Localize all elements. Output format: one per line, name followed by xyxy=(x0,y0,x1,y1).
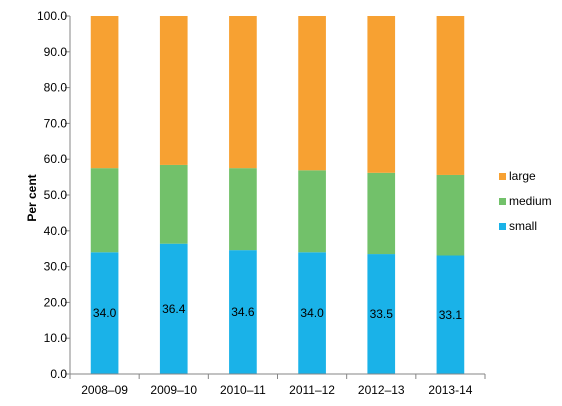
bar-medium xyxy=(436,174,465,256)
y-tick-label: 30.0 xyxy=(44,260,68,274)
y-tick-label: 0.0 xyxy=(50,367,67,381)
bar-large xyxy=(436,16,465,175)
data-label: 33.1 xyxy=(439,308,463,322)
bar-large xyxy=(159,16,188,165)
bar-large xyxy=(298,16,326,171)
data-label: 34.0 xyxy=(300,306,324,320)
data-label: 33.5 xyxy=(370,307,394,321)
bar-small xyxy=(298,252,326,374)
x-tick-label: 2013-14 xyxy=(428,383,472,397)
x-tick-label: 2012–13 xyxy=(358,383,405,397)
x-tick-label: 2011–12 xyxy=(289,383,335,397)
y-tick-label: 60.0 xyxy=(44,152,68,166)
x-tick-label: 2008–09 xyxy=(81,383,128,397)
y-tick-label: 50.0 xyxy=(44,188,68,202)
x-tick-label: 2009–10 xyxy=(150,383,197,397)
y-tick-label: 100.0 xyxy=(37,9,67,23)
y-tick-label: 20.0 xyxy=(44,295,68,309)
legend-swatch-large xyxy=(499,173,506,180)
y-tick-label: 10.0 xyxy=(44,331,68,345)
y-axis-title: Per cent xyxy=(25,174,39,221)
legend-swatch-medium xyxy=(499,198,506,205)
data-label: 34.0 xyxy=(93,306,117,320)
bar-large xyxy=(229,16,257,169)
bar-small xyxy=(229,250,257,374)
bar-medium xyxy=(367,172,396,255)
bar-medium xyxy=(159,164,188,244)
legend-swatch-small xyxy=(499,223,506,230)
bar-small xyxy=(159,243,188,374)
bar-small xyxy=(367,254,396,374)
bar-large xyxy=(367,16,396,173)
axes: 0.0 10.0 20.0 30.0 40.0 50.0 60.0 70.0 80.0 90.0 1… xyxy=(37,9,486,397)
data-label: 34.6 xyxy=(231,305,255,319)
legend-label-small: small xyxy=(509,219,537,233)
data-labels: 34.0 36.4 34.6 34.0 33.5 33.1 xyxy=(93,302,463,322)
legend: large medium small xyxy=(499,169,552,233)
x-tick-label: 2010–11 xyxy=(220,383,266,397)
y-tick-label: 40.0 xyxy=(44,224,68,238)
legend-label-medium: medium xyxy=(509,194,552,208)
data-label: 36.4 xyxy=(162,302,186,316)
bar-small xyxy=(436,255,465,374)
legend-label-large: large xyxy=(509,169,536,183)
y-tick-label: 80.0 xyxy=(44,81,68,95)
bar-large xyxy=(90,16,119,169)
bar-medium xyxy=(90,168,119,253)
bar-small xyxy=(90,252,119,374)
y-tick-label: 90.0 xyxy=(44,45,68,59)
bar-medium xyxy=(298,170,326,253)
bar-medium xyxy=(229,168,257,251)
y-tick-label: 70.0 xyxy=(44,116,68,130)
bars xyxy=(90,16,465,374)
